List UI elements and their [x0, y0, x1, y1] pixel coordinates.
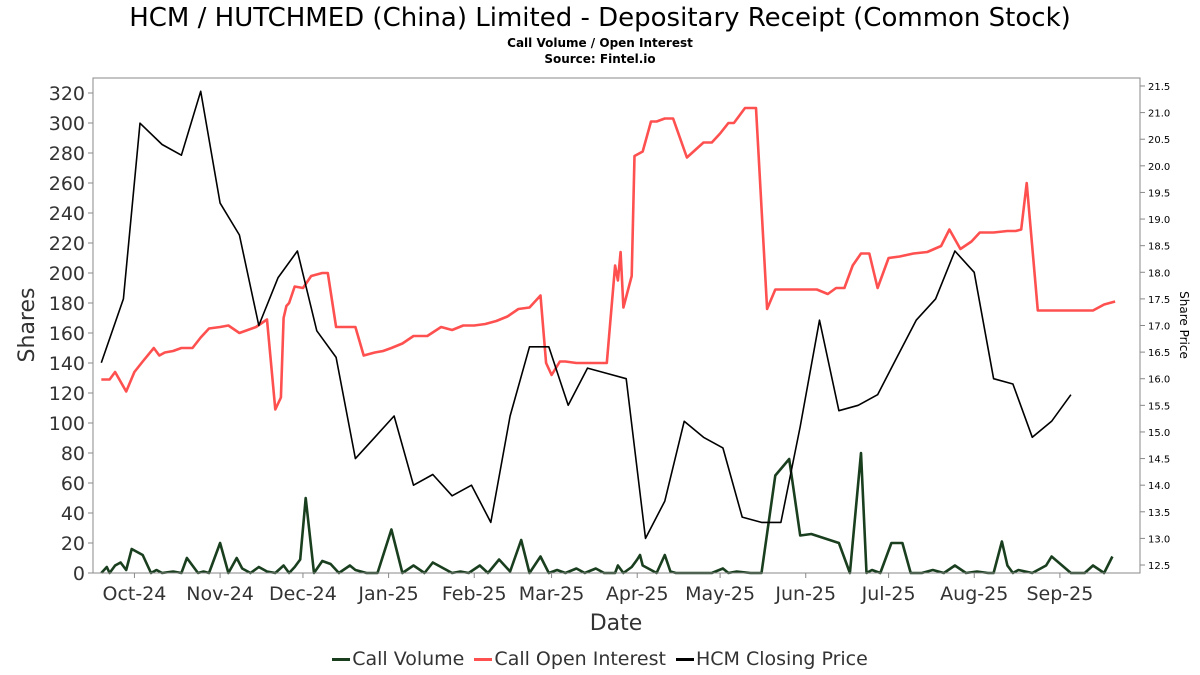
series-line-call-volume: [100, 451, 1114, 575]
y2-tick-label: 17.0: [1148, 322, 1170, 333]
legend-swatch-call-volume: [332, 658, 351, 661]
y-tick-label: 60: [61, 473, 85, 495]
y2-tick-label: 21.5: [1148, 82, 1170, 93]
y2-tick-label: 15.5: [1148, 401, 1170, 412]
y2-tick-label: 15.0: [1148, 428, 1170, 439]
y2-tick-label: 14.0: [1148, 481, 1170, 492]
y2-tick-label: 16.0: [1148, 375, 1170, 386]
x-tick-label: May-25: [685, 583, 755, 605]
legend-swatch-call-open-interest: [474, 658, 493, 661]
y-tick-label: 180: [49, 293, 85, 315]
legend-swatch-closing-price: [675, 658, 694, 661]
y-tick-label: 20: [61, 533, 85, 555]
legend-label-closing-price: HCM Closing Price: [695, 648, 868, 670]
legend-label-call-volume: Call Volume: [352, 648, 465, 670]
x-tick-label: Dec-24: [269, 583, 337, 605]
chart-source: Source: Fintel.io: [544, 52, 656, 66]
legend-item-closing-price: HCM Closing Price: [675, 648, 868, 670]
x-tick-label: Mar-25: [519, 583, 585, 605]
y2-tick-label: 21.0: [1148, 109, 1170, 120]
x-axis-label: Date: [590, 611, 643, 636]
y2-tick-label: 13.5: [1148, 508, 1170, 519]
x-tick-label: Jan-25: [357, 583, 418, 605]
y-tick-label: 200: [49, 263, 85, 285]
y2-tick-label: 13.0: [1148, 534, 1170, 545]
y2-tick-label: 17.5: [1148, 295, 1170, 306]
plot-frame: [92, 77, 1141, 574]
y2-tick-label: 19.5: [1148, 188, 1170, 199]
y-tick-label: 220: [49, 233, 85, 255]
y-axis-label: Shares: [15, 288, 40, 363]
y2-tick-label: 16.5: [1148, 348, 1170, 359]
y2-tick-label: 20.0: [1148, 162, 1170, 173]
x-tick-label: Sep-25: [1026, 583, 1093, 605]
x-tick-label: Jun-25: [774, 583, 836, 605]
y-tick-label: 100: [49, 413, 85, 435]
legend-item-call-open-interest: Call Open Interest: [474, 648, 666, 670]
x-tick-label: Apr-25: [606, 583, 669, 605]
y2-tick-label: 14.5: [1148, 455, 1170, 466]
x-tick-label: Aug-25: [940, 583, 1008, 605]
y-tick-label: 140: [49, 353, 85, 375]
y-tick-label: 40: [61, 503, 85, 525]
y2-tick-label: 20.5: [1148, 135, 1170, 146]
chart-subtitle: Call Volume / Open Interest: [507, 36, 693, 50]
x-tick-label: Feb-25: [442, 583, 507, 605]
y-tick-label: 160: [49, 323, 85, 345]
y-tick-label: 260: [49, 173, 85, 195]
x-tick-label: Jul-25: [861, 583, 916, 605]
chart-legend: Call Volume Call Open Interest HCM Closi…: [0, 648, 1200, 670]
y-tick-label: 320: [49, 83, 85, 105]
chart-title: HCM / HUTCHMED (China) Limited - Deposit…: [129, 3, 1071, 33]
series-line-call-open-interest: [101, 106, 1116, 411]
y2-tick-label: 19.0: [1148, 215, 1170, 226]
x-tick-label: Nov-24: [186, 583, 254, 605]
legend-item-call-volume: Call Volume: [332, 648, 464, 670]
y-tick-label: 280: [49, 143, 85, 165]
y-tick-label: 0: [73, 563, 85, 585]
y2-tick-label: 12.5: [1148, 561, 1170, 572]
y-tick-label: 300: [49, 113, 85, 135]
y-tick-label: 120: [49, 383, 85, 405]
series-line-hcm-closing-price: [100, 90, 1072, 540]
y-tick-label: 240: [49, 203, 85, 225]
legend-label-call-open-interest: Call Open Interest: [494, 648, 666, 670]
x-tick-label: Oct-24: [102, 583, 166, 605]
y2-tick-label: 18.0: [1148, 268, 1170, 279]
y-tick-label: 80: [61, 443, 85, 465]
y2-axis-label: Share Price: [1177, 291, 1191, 359]
y2-tick-label: 18.5: [1148, 242, 1170, 253]
